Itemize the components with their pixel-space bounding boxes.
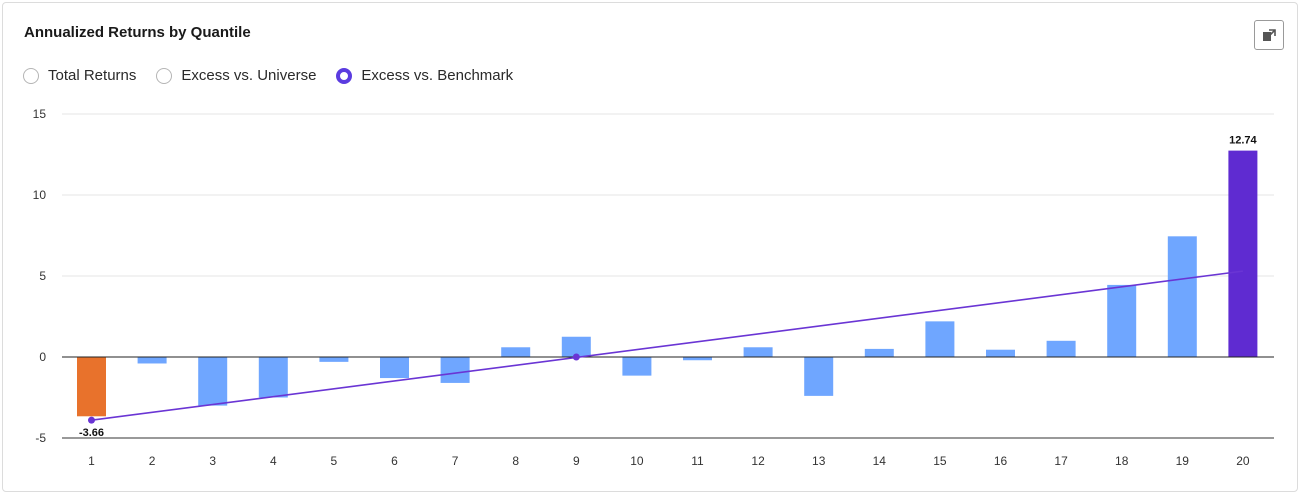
x-tick-label: 15 [933, 454, 947, 468]
y-tick-label: 15 [33, 107, 47, 121]
bar [1167, 236, 1197, 357]
y-tick-label: -5 [35, 431, 46, 445]
bar [1107, 284, 1137, 357]
bar [198, 357, 228, 406]
chart-title: Annualized Returns by Quantile [24, 24, 251, 41]
trend-point [88, 416, 95, 424]
bar [864, 348, 894, 357]
x-tick-label: 5 [331, 454, 338, 468]
bar [501, 347, 531, 357]
radio-button[interactable] [23, 67, 39, 84]
bar [137, 357, 167, 364]
x-tick-label: 10 [630, 454, 644, 468]
bar [319, 357, 349, 362]
x-tick-label: 1 [88, 454, 95, 468]
bar [1228, 150, 1258, 357]
radio-label: Excess vs. Benchmark [361, 67, 514, 84]
bar [561, 336, 591, 357]
radio-button[interactable] [156, 67, 173, 84]
y-tick-label: 10 [33, 188, 47, 202]
bar [440, 357, 470, 383]
export-icon-doc [1263, 32, 1271, 41]
x-tick-label: 3 [209, 454, 216, 468]
trend-point [572, 353, 580, 361]
x-tick-label: 18 [1115, 454, 1129, 468]
y-tick-label: 0 [39, 350, 46, 364]
trend-line [91, 270, 1244, 421]
x-tick-label: 2 [149, 454, 156, 468]
x-tick-label: 9 [573, 454, 580, 468]
x-tick-label: 11 [691, 454, 704, 468]
bar [1046, 340, 1076, 357]
bar [986, 349, 1015, 357]
radio-button[interactable] [336, 67, 353, 84]
radio-label: Excess vs. Universe [181, 67, 317, 84]
export-button[interactable] [1254, 20, 1284, 50]
x-tick-label: 16 [994, 454, 1008, 468]
bar [77, 357, 106, 417]
x-tick-label: 7 [452, 454, 459, 468]
bar [925, 321, 955, 357]
x-tick-label: 14 [873, 454, 887, 468]
radio-total-returns[interactable]: Total Returns [23, 67, 136, 84]
x-tick-label: 12 [751, 454, 765, 468]
y-tick-label: 5 [39, 269, 46, 283]
bar [258, 357, 288, 398]
x-tick-label: 20 [1236, 454, 1250, 468]
bar [380, 357, 409, 379]
data-label: 12.74 [1229, 135, 1257, 147]
x-tick-label: 19 [1176, 454, 1190, 468]
x-tick-label: 4 [270, 454, 277, 468]
bar [683, 357, 712, 361]
radio-excess-vs-benchmark[interactable]: Excess vs. Benchmark [336, 67, 513, 84]
x-tick-label: 17 [1054, 454, 1068, 468]
data-label: -3.66 [79, 427, 104, 439]
x-tick-label: 8 [512, 454, 519, 468]
x-tick-label: 13 [812, 454, 826, 468]
bar [622, 357, 652, 376]
radio-excess-vs-universe[interactable]: Excess vs. Universe [156, 67, 316, 84]
bar [743, 347, 773, 357]
x-tick-label: 6 [391, 454, 398, 468]
return-type-radio-group: Total Returns Excess vs. Universe Excess… [23, 67, 533, 84]
bar [804, 357, 834, 396]
export-icon-arrow-line [1269, 29, 1276, 36]
radio-label: Total Returns [48, 67, 137, 84]
export-icon [1263, 29, 1276, 41]
